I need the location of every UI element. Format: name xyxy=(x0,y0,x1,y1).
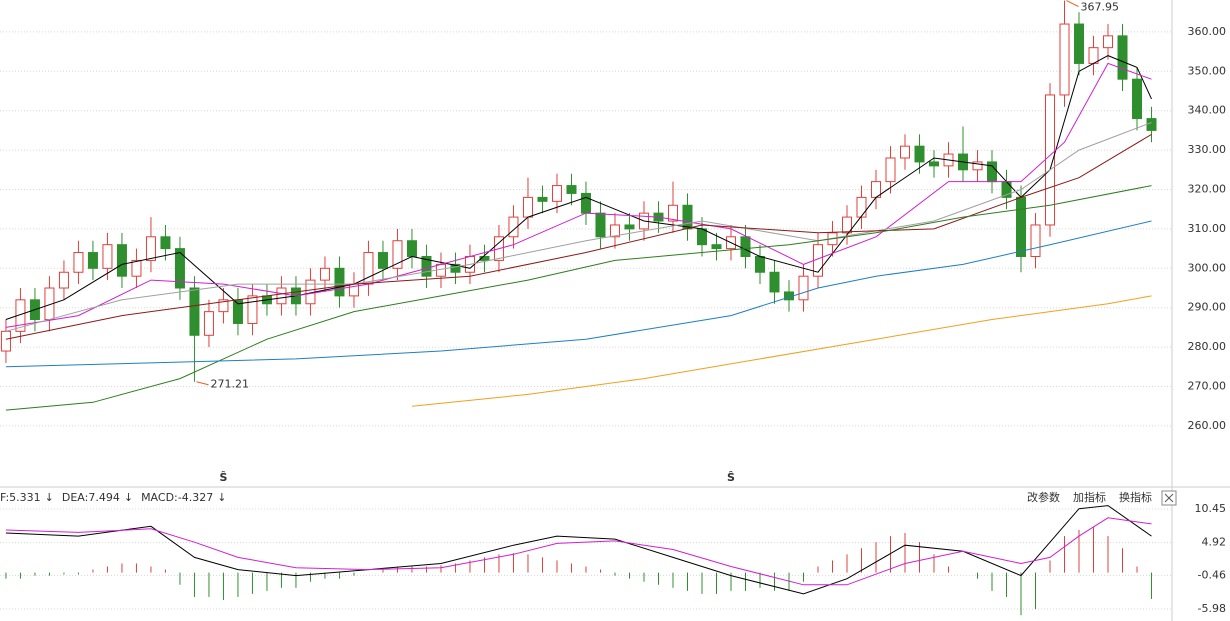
y-tick-label: 330.00 xyxy=(1188,143,1227,156)
candle-body xyxy=(421,255,432,277)
candle-body xyxy=(319,267,330,281)
candle-body xyxy=(1059,23,1070,96)
candle-body xyxy=(841,216,852,234)
candle-body xyxy=(102,244,113,269)
candle-body xyxy=(392,240,403,269)
candle-body xyxy=(798,275,809,301)
candle-body xyxy=(0,330,11,352)
candle-body xyxy=(899,145,910,159)
y-tick-label: 4.92 xyxy=(1202,536,1227,549)
line xyxy=(5,517,1152,586)
line xyxy=(5,55,1152,320)
candle-body xyxy=(1117,35,1128,80)
candle-body xyxy=(856,196,867,218)
candle-body xyxy=(1016,196,1027,257)
candle-body xyxy=(174,248,185,289)
y-tick-label: 280.00 xyxy=(1188,340,1227,353)
candle-body xyxy=(479,255,490,261)
legend-label: F:5.331 xyxy=(0,491,41,504)
candle-body xyxy=(754,255,765,273)
candle-body xyxy=(334,267,345,297)
line xyxy=(5,505,1152,595)
y-tick-label: 350.00 xyxy=(1188,64,1227,77)
candle-body xyxy=(682,204,693,230)
candle-body xyxy=(58,271,69,289)
y-tick-label: 260.00 xyxy=(1188,419,1227,432)
line xyxy=(5,122,1152,332)
candle-body xyxy=(116,244,127,277)
candle-body xyxy=(987,161,998,183)
candle-body xyxy=(1074,23,1085,64)
line xyxy=(5,133,1152,340)
candle-body xyxy=(203,311,214,336)
annotation: 271.21 xyxy=(210,378,249,391)
y-tick-label: 310.00 xyxy=(1188,222,1227,235)
signal-marker: Ŝ xyxy=(727,471,735,484)
candle-body xyxy=(769,271,780,293)
indicator-button[interactable]: 加指标 xyxy=(1073,490,1106,504)
indicator-button[interactable]: 换指标 xyxy=(1119,490,1152,504)
y-tick-label: 360.00 xyxy=(1188,25,1227,38)
candle-body xyxy=(363,252,374,285)
y-tick-label: 10.45 xyxy=(1195,502,1227,515)
legend-arrow: ↓ xyxy=(217,491,226,504)
candle-body xyxy=(508,216,519,238)
line xyxy=(5,220,1152,368)
candle-body xyxy=(1088,47,1099,64)
candle-body xyxy=(406,240,417,257)
candle-body xyxy=(885,157,896,183)
candle-body xyxy=(1132,78,1143,120)
candle-body xyxy=(1103,35,1114,49)
candle-body xyxy=(145,236,156,261)
candle-body xyxy=(218,299,229,313)
candle-body xyxy=(595,212,606,238)
y-tick-label: 320.00 xyxy=(1188,183,1227,196)
candle-body xyxy=(580,192,591,214)
y-tick-label: 290.00 xyxy=(1188,301,1227,314)
candle-body xyxy=(450,263,461,273)
candle-body xyxy=(609,224,620,238)
candle-body xyxy=(247,295,258,324)
candle-body xyxy=(667,204,678,222)
candle-body xyxy=(972,161,983,171)
y-tick-label: 340.00 xyxy=(1188,104,1227,117)
candle-body xyxy=(87,252,98,269)
candle-body xyxy=(914,145,925,163)
y-tick-label: 300.00 xyxy=(1188,261,1227,274)
annotation-arrow xyxy=(1066,0,1079,8)
line xyxy=(5,62,1152,328)
legend-label: DEA:7.494 xyxy=(62,491,120,504)
candle-body xyxy=(551,185,562,202)
candle-body xyxy=(377,252,388,269)
candle-body xyxy=(740,236,751,257)
y-tick-label: -5.98 xyxy=(1198,602,1226,615)
indicator-button[interactable]: 改参数 xyxy=(1027,490,1060,504)
candle-body xyxy=(131,259,142,277)
candle-body xyxy=(537,196,548,202)
close-icon xyxy=(1164,493,1174,503)
line xyxy=(5,185,1152,411)
line xyxy=(411,295,1152,407)
candle-body xyxy=(1146,118,1157,131)
legend-label: MACD:-4.327 xyxy=(141,491,213,504)
legend-arrow: ↓ xyxy=(124,491,133,504)
annotation-arrow xyxy=(196,381,209,386)
y-tick-label: -0.46 xyxy=(1198,568,1226,581)
candle-body xyxy=(566,185,577,194)
candle-body xyxy=(189,287,200,336)
candle-body xyxy=(160,236,171,250)
candle-body xyxy=(696,228,707,246)
y-tick-label: 270.00 xyxy=(1188,380,1227,393)
annotation: 367.95 xyxy=(1081,1,1120,14)
candle-body xyxy=(624,224,635,230)
candle-body xyxy=(276,287,287,305)
candle-body xyxy=(711,244,722,250)
legend-arrow: ↓ xyxy=(45,491,54,504)
signal-marker: Ŝ xyxy=(219,471,227,484)
candle-body xyxy=(73,252,84,273)
candle-body xyxy=(1030,224,1041,257)
candle-body xyxy=(929,161,940,167)
candle-body xyxy=(522,196,533,218)
